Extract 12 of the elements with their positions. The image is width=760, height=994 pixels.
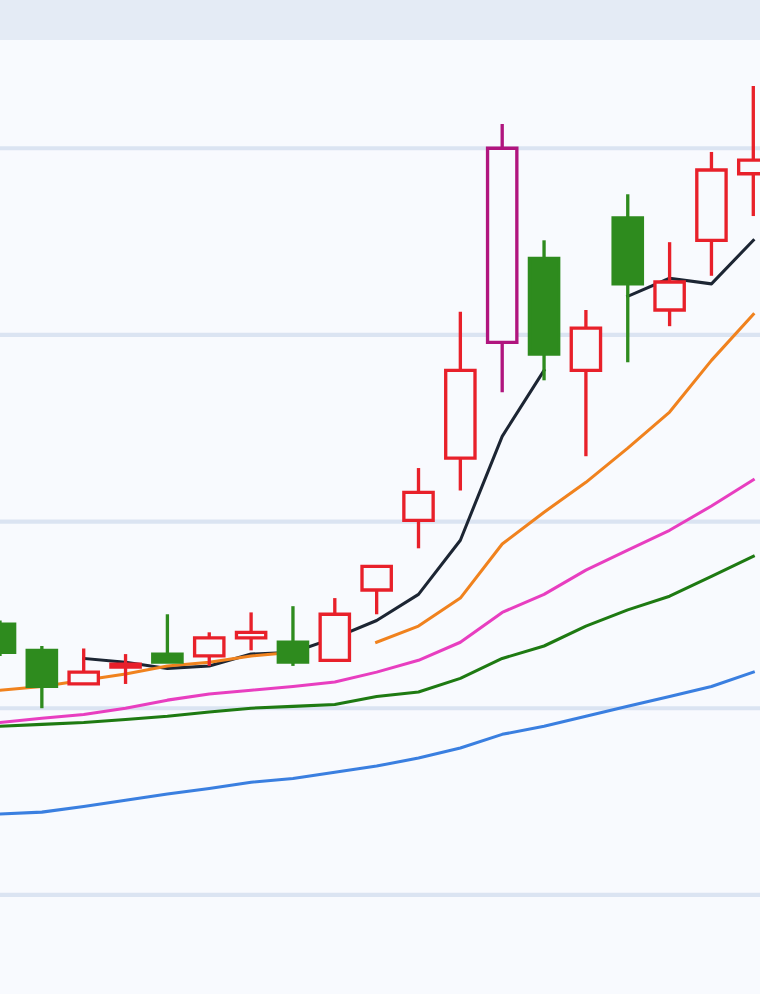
candlestick	[151, 612, 184, 664]
candlestick	[276, 604, 310, 668]
candlestick	[109, 652, 142, 686]
candlestick	[25, 644, 59, 710]
candlestick	[192, 630, 226, 668]
candlestick	[653, 240, 686, 328]
candlestick	[402, 466, 435, 550]
candlestick	[360, 564, 393, 616]
candlestick	[569, 308, 603, 458]
candlestick	[234, 610, 268, 653]
candlestick	[318, 596, 352, 662]
candlestick	[67, 646, 101, 686]
